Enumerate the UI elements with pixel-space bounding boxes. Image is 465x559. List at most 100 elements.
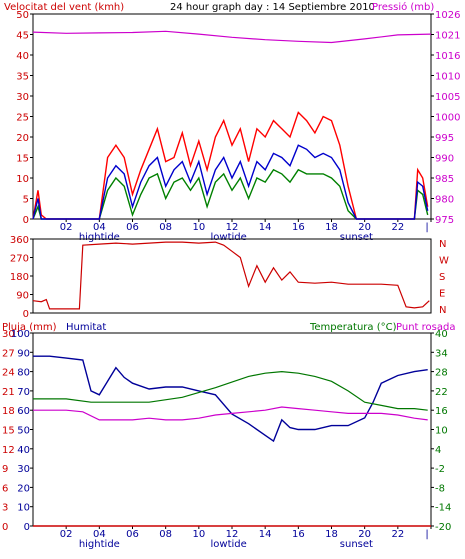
x-marker-hightide: hightide [79, 232, 120, 243]
temp-y-label: 34 [435, 348, 448, 359]
temp-y-label: -20 [435, 522, 451, 533]
wind-pressure-panel: Velocitat del vent (kmh) 24 hour graph d… [4, 1, 460, 243]
x-tick-label: 02 [60, 529, 73, 540]
temp-y-label: -2 [435, 464, 445, 475]
temp-y-label: 40 [435, 329, 448, 340]
humidity-y-label: 30 [17, 464, 30, 475]
rain-y-label: 27 [2, 348, 15, 359]
x-marker-sunset: sunset [340, 539, 373, 550]
pressure-y-label: 975 [435, 215, 454, 226]
pressure-line [32, 30, 432, 44]
wind-y-label: 10 [16, 174, 29, 185]
wind-y-label: 40 [16, 51, 29, 62]
humidity-series [33, 355, 431, 527]
temperature-y-ticks: -20 -14 -8 -2 4 10 16 22 28 34 40 [431, 329, 451, 533]
wind-y-label: 50 [16, 10, 29, 21]
temp-y-label: -14 [435, 503, 451, 514]
x-tick-label: 20 [358, 222, 371, 233]
pressure-y-label: 980 [435, 195, 454, 206]
temperature-label: Temperatura (°C) [309, 322, 397, 333]
x-marker-lowtide: lowtide [211, 232, 247, 243]
compass-label: W [439, 256, 449, 267]
wind-gust-line [32, 144, 429, 220]
humidity-x-ticks: 02 04 06 08 10 12 14 16 18 20 22 | hightide lowtide su… [60, 526, 432, 550]
temp-y-label: 16 [435, 406, 448, 417]
direction-line [32, 241, 430, 310]
rain-humidity-temp-panel: Pluja (mm) Humitat Temperatura (°C) Punt… [2, 322, 455, 550]
humidity-y-label: 20 [17, 483, 30, 494]
pressure-y-label: Pressió (mb) [372, 1, 434, 13]
temperature-line [33, 370, 428, 411]
direction-y-label: 180 [10, 272, 29, 283]
humidity-y-label: 10 [17, 503, 30, 514]
x-tick-label: | [425, 222, 428, 233]
humidity-y-label: 50 [17, 426, 30, 437]
dewpoint-line [33, 406, 428, 421]
x-tick-label: 12 [226, 222, 239, 233]
pressure-y-label: 1010 [435, 72, 460, 83]
x-tick-label: 16 [292, 529, 305, 540]
x-tick-label: 04 [93, 529, 106, 540]
rain-y-label: 30 [2, 329, 15, 340]
direction-y-label: 90 [16, 291, 29, 302]
humidity-y-label: 0 [24, 522, 30, 533]
rain-y-label: 6 [2, 483, 8, 494]
x-tick-label: 22 [391, 529, 404, 540]
x-tick-label: 06 [126, 529, 139, 540]
rain-y-label: 9 [2, 464, 8, 475]
temp-y-label: -8 [435, 483, 445, 494]
wind-y-label: 35 [16, 72, 29, 83]
wind-y-label: 15 [16, 154, 29, 165]
direction-series [32, 241, 430, 310]
humidity-y-label: 60 [17, 406, 30, 417]
compass-label: N [439, 305, 446, 316]
x-tick-label: 18 [325, 222, 338, 233]
pressure-y-label: 1016 [435, 51, 460, 62]
x-tick-label: 08 [159, 529, 172, 540]
x-tick-label: 18 [325, 529, 338, 540]
x-marker-lowtide: lowtide [211, 539, 247, 550]
rain-y-label: 15 [2, 426, 15, 437]
wind-x-ticks: 02 04 06 08 10 12 14 16 18 20 22 | hightide lowtide su… [60, 219, 432, 243]
x-tick-label: | [425, 529, 428, 540]
x-tick-label: 10 [192, 529, 205, 540]
x-tick-label: 12 [226, 529, 239, 540]
rain-y-label: 0 [2, 522, 8, 533]
pressure-y-label: 1005 [435, 92, 460, 103]
pressure-y-label: 1026 [435, 10, 460, 21]
wind-y-label: 45 [16, 31, 29, 42]
rain-label: Pluja (mm) [2, 322, 57, 333]
pressure-y-label: 995 [435, 133, 454, 144]
x-tick-label: 08 [159, 222, 172, 233]
pressure-y-label: 1021 [435, 31, 460, 42]
humidity-y-label: 80 [17, 368, 30, 379]
wind-y-label: 5 [23, 195, 29, 206]
x-tick-label: 06 [126, 222, 139, 233]
x-tick-label: 20 [358, 529, 371, 540]
wind-y-label: 30 [16, 92, 29, 103]
direction-y-label: 360 [10, 235, 29, 246]
rain-y-label: 18 [2, 406, 15, 417]
x-tick-label: 04 [93, 222, 106, 233]
temp-y-label: 4 [435, 445, 441, 456]
x-tick-label: 22 [391, 222, 404, 233]
pressure-y-label: 990 [435, 154, 454, 165]
rain-y-label: 24 [2, 368, 15, 379]
direction-y-label: 0 [23, 309, 29, 320]
humidity-line [33, 355, 428, 443]
wind-y-label: 20 [16, 133, 29, 144]
direction-y-label: 270 [10, 254, 29, 265]
temp-y-label: 22 [435, 387, 448, 398]
wind-series [32, 30, 432, 220]
wind-y-label: Velocitat del vent (kmh) [4, 2, 124, 13]
rain-y-label: 21 [2, 387, 15, 398]
dewpoint-label: Punt rosada [396, 322, 455, 333]
rain-y-label: 12 [2, 445, 15, 456]
x-tick-label: 14 [259, 529, 272, 540]
chart-title: 24 hour graph day : 14 Septiembre 2010 [170, 2, 375, 13]
humidity-y-label: 90 [17, 348, 30, 359]
x-tick-label: 10 [192, 222, 205, 233]
